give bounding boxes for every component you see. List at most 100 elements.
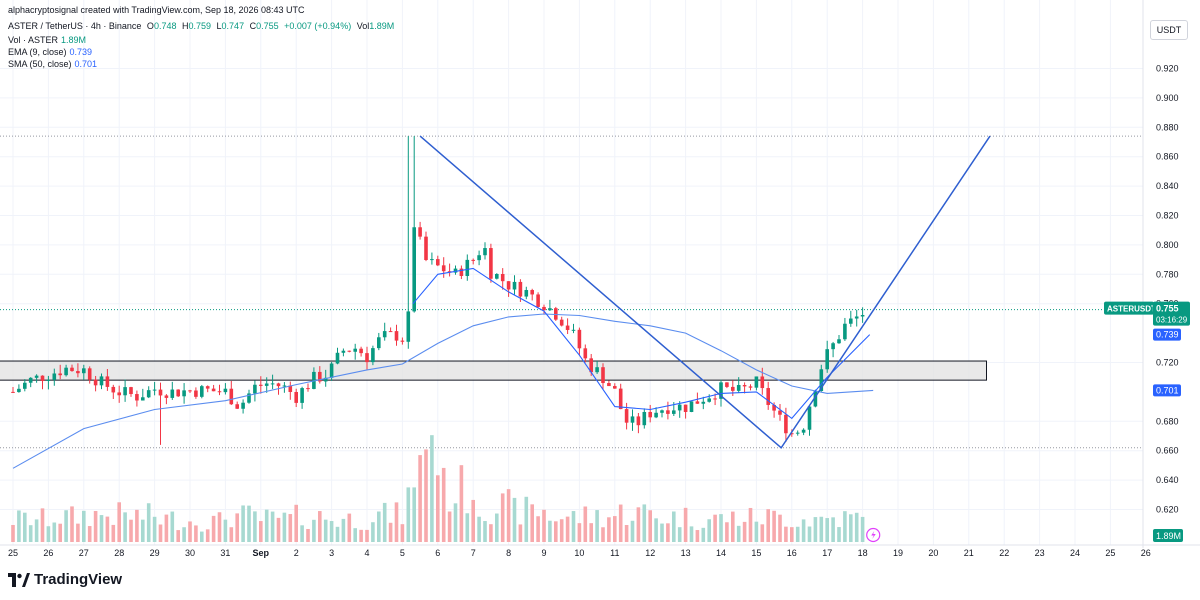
volume-bar [495, 513, 499, 542]
time-tick-label: 26 [43, 548, 53, 558]
candle-body [217, 391, 222, 393]
candle-body [123, 387, 127, 396]
candle-body [270, 383, 275, 385]
time-tick-label: 12 [645, 548, 655, 558]
volume-bar [211, 515, 216, 542]
price-tick-label: 0.920 [1156, 64, 1179, 74]
volume-bar [93, 510, 98, 542]
candle-body [382, 331, 387, 338]
price-tick-label: 0.720 [1156, 358, 1179, 368]
candle-body [618, 388, 623, 410]
volume-bar [801, 519, 806, 542]
sma-legend[interactable]: SMA (50, close) 0.701 [8, 59, 100, 69]
time-tick-label: 26 [1141, 548, 1151, 558]
candle-body [82, 368, 86, 374]
price-tick-label: 0.860 [1156, 152, 1179, 162]
close-value: 0.755 [256, 21, 279, 31]
candle-body [571, 329, 576, 331]
tradingview-logo[interactable]: TradingView [8, 571, 122, 588]
volume-bar [282, 512, 287, 542]
candle-body [205, 386, 210, 389]
volume-bar [365, 529, 369, 542]
candle-body [825, 349, 829, 370]
candle-body [111, 386, 116, 393]
candle-body [194, 390, 198, 397]
volume-bar [146, 503, 151, 542]
candle-body [736, 385, 741, 391]
candle-body [129, 387, 133, 395]
candle-body [807, 406, 812, 430]
volume-legend[interactable]: Vol · ASTER 1.89M [8, 35, 89, 45]
volume-bar [235, 513, 239, 542]
candle-body [518, 281, 523, 297]
moving-averages [12, 267, 874, 469]
volume-bar [707, 519, 711, 542]
volume-bar [825, 518, 829, 542]
candle-body [489, 248, 493, 279]
candle-body [524, 290, 529, 297]
ema-legend[interactable]: EMA (9, close) 0.739 [8, 47, 95, 57]
sma-legend-value: 0.701 [74, 59, 98, 69]
time-axis[interactable]: 25 26 27 28 29 30 31 Sep 2 3 4 5 6 7 8 9 10 11 12 13 14 15 16 1… [0, 544, 1200, 558]
volume-bar [412, 487, 416, 542]
sma-50-line [12, 313, 874, 469]
time-tick-label: 9 [541, 548, 546, 558]
candle-body [837, 339, 841, 344]
volume-bar [666, 523, 670, 542]
volume-bar [471, 499, 475, 542]
volume-bar [837, 527, 841, 542]
volume-bar [76, 523, 80, 542]
volume-tag[interactable] [1153, 529, 1183, 542]
sma-legend-name: SMA (50, close) [8, 59, 72, 69]
candle-body [424, 236, 428, 260]
candle-body [595, 367, 599, 373]
ema-price-tag[interactable] [1153, 328, 1181, 341]
volume-bar [542, 509, 546, 542]
candle-body [695, 401, 700, 404]
candle-body [577, 329, 582, 349]
last-price-value: 0.755 [1156, 304, 1179, 314]
volume-bar [725, 522, 729, 542]
volume-bar [813, 517, 818, 542]
sma-price-tag[interactable] [1153, 384, 1181, 397]
volume-bar [188, 521, 192, 542]
volume-bar [689, 526, 694, 542]
candle-body [400, 340, 405, 342]
price-tick-label: 0.620 [1156, 505, 1179, 515]
volume-bar [158, 524, 163, 542]
candle-body [648, 411, 652, 418]
candle-body [200, 386, 204, 397]
ema-price-value: 0.739 [1156, 330, 1179, 340]
symbol-legend: ASTER / TetherUS · 4h · Binance O0.748 H… [8, 21, 397, 31]
volume-bar [253, 511, 257, 542]
candle-body [436, 259, 440, 266]
volume-bar [223, 519, 228, 542]
last-price-tag[interactable] [1153, 301, 1190, 326]
volume-bar [618, 504, 623, 542]
candle-body [52, 373, 57, 380]
candle-body [601, 367, 605, 384]
pattern-drawing[interactable] [419, 135, 991, 543]
symbol-label[interactable]: ASTER / TetherUS · 4h · Binance [8, 21, 142, 31]
volume-bar [105, 516, 110, 542]
volume-bar [28, 525, 33, 542]
volume-bar [229, 527, 234, 542]
candle-body [294, 391, 298, 403]
currency-unit-button[interactable]: USDT [1150, 20, 1188, 40]
time-tick-label: 31 [220, 548, 230, 558]
annotation-layer [0, 135, 1143, 449]
volume-bar [129, 519, 133, 542]
price-axis[interactable]: 0.920 0.900 0.880 0.860 0.840 0.820 0.800 0.780… [1104, 0, 1200, 548]
candle-body [849, 318, 853, 324]
candle-body [683, 404, 688, 412]
volume-bar [418, 455, 422, 542]
volume-bar [742, 521, 747, 542]
v-pattern-trendline[interactable] [419, 135, 991, 449]
candle-body [99, 376, 104, 386]
volume-bar [819, 516, 824, 542]
candle-body [801, 429, 806, 433]
candle-body [323, 377, 328, 382]
candle-body [141, 397, 145, 401]
grid-lines [0, 0, 1147, 545]
